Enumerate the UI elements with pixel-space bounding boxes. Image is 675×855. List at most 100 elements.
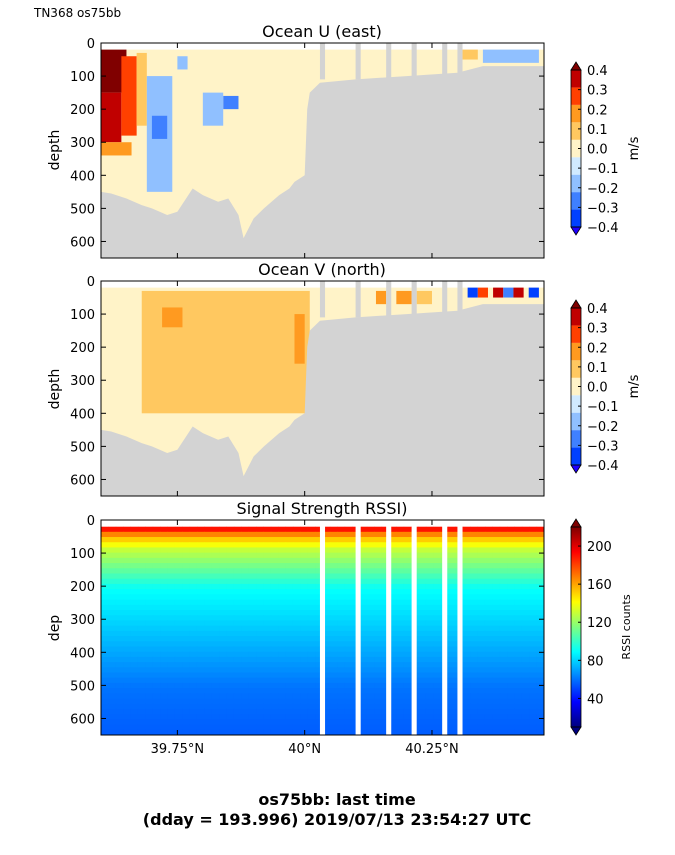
rssi-cell xyxy=(123,714,132,720)
rssi-cell xyxy=(315,708,323,715)
rssi-cell xyxy=(536,672,544,679)
rssi-cell xyxy=(337,609,346,616)
rssi-cell xyxy=(359,672,368,679)
rssi-cell xyxy=(374,604,383,611)
rssi-cell xyxy=(499,578,508,585)
rssi-cell xyxy=(160,646,168,653)
rssi-cell xyxy=(484,677,493,684)
rssi-cell xyxy=(448,646,456,653)
rssi-cell xyxy=(137,578,146,585)
rssi-cell xyxy=(204,656,213,663)
rssi-cell xyxy=(196,625,205,632)
rssi-cell xyxy=(174,646,183,653)
rssi-cell xyxy=(433,563,442,569)
rssi-cell xyxy=(418,677,427,684)
rssi-cell xyxy=(174,557,183,564)
rssi-cell xyxy=(484,563,493,569)
rssi-cell xyxy=(507,552,515,559)
rssi-cell xyxy=(263,578,272,585)
rssi-cell xyxy=(160,703,168,710)
rssi-cell xyxy=(292,620,301,627)
rssi-cell xyxy=(226,682,235,689)
rssi-cell xyxy=(322,537,331,543)
rssi-cell xyxy=(278,662,287,668)
rssi-cell xyxy=(226,620,235,627)
colorbar-segment xyxy=(571,209,581,227)
rssi-cell xyxy=(204,552,213,559)
rssi-cell xyxy=(433,526,442,533)
rssi-cell xyxy=(484,651,493,658)
rssi-cell xyxy=(536,708,544,715)
rssi-cell xyxy=(167,693,176,700)
rssi-cell xyxy=(285,729,294,735)
rssi-cell xyxy=(145,656,154,663)
rssi-cell xyxy=(322,688,331,694)
rssi-cell xyxy=(123,552,132,559)
rssi-cell xyxy=(130,604,139,611)
rssi-cell xyxy=(433,724,442,731)
y-tick-label: 600 xyxy=(70,473,95,488)
rssi-cell xyxy=(226,573,235,580)
rssi-cell xyxy=(101,662,109,668)
rssi-cell xyxy=(477,552,486,559)
rssi-cell xyxy=(196,615,205,621)
rssi-cell xyxy=(337,594,346,601)
rssi-cell xyxy=(152,620,161,627)
rssi-cell xyxy=(256,557,264,564)
rssi-cell xyxy=(315,557,323,564)
rssi-cell xyxy=(492,599,501,606)
rssi-cell xyxy=(130,714,139,720)
rssi-cell xyxy=(211,625,220,632)
rssi-cell xyxy=(529,537,538,543)
rssi-cell xyxy=(233,682,242,689)
rssi-cell xyxy=(300,682,309,689)
rssi-cell xyxy=(174,583,183,590)
rssi-cell xyxy=(418,724,427,731)
rssi-cell xyxy=(396,589,405,595)
rssi-cell xyxy=(248,651,257,658)
rssi-cell xyxy=(174,547,183,554)
rssi-cell xyxy=(219,630,228,637)
field-region xyxy=(101,142,132,156)
rssi-cell xyxy=(196,620,205,627)
rssi-cell xyxy=(388,594,397,601)
rssi-cell xyxy=(492,724,501,731)
rssi-cell xyxy=(160,641,168,647)
rssi-cell xyxy=(270,563,279,569)
rssi-cell xyxy=(322,672,331,679)
rssi-cell xyxy=(219,724,228,731)
rssi-cell xyxy=(536,662,544,668)
rssi-cell xyxy=(507,714,515,720)
rssi-cell xyxy=(101,698,109,705)
rssi-cell xyxy=(381,698,390,705)
rssi-cell xyxy=(285,568,294,575)
rssi-cell xyxy=(189,615,198,621)
rssi-cell xyxy=(167,583,176,590)
rssi-cell xyxy=(477,729,486,735)
rssi-cell xyxy=(418,557,427,564)
rssi-cell xyxy=(374,656,383,663)
rssi-cell xyxy=(329,578,338,585)
rssi-cell xyxy=(204,729,213,735)
rssi-cell xyxy=(433,719,442,726)
rssi-cell xyxy=(189,688,198,694)
rssi-cell xyxy=(322,578,331,585)
rssi-cell xyxy=(462,636,471,642)
rssi-cell xyxy=(285,542,294,548)
rssi-cell xyxy=(226,604,235,611)
rssi-cell xyxy=(248,729,257,735)
rssi-cell xyxy=(366,594,375,601)
rssi-cell xyxy=(492,531,501,538)
rssi-cell xyxy=(514,641,523,647)
rssi-cell xyxy=(307,547,316,554)
rssi-cell xyxy=(160,547,168,554)
rssi-cell xyxy=(196,609,205,616)
rssi-cell xyxy=(292,646,301,653)
rssi-cell xyxy=(160,651,168,658)
colorbar-extend-bottom xyxy=(570,726,582,736)
colorbar-segment xyxy=(571,104,581,123)
rssi-cell xyxy=(359,646,368,653)
rssi-cell xyxy=(477,578,486,585)
rssi-cell xyxy=(529,677,538,684)
rssi-cell xyxy=(499,698,508,705)
